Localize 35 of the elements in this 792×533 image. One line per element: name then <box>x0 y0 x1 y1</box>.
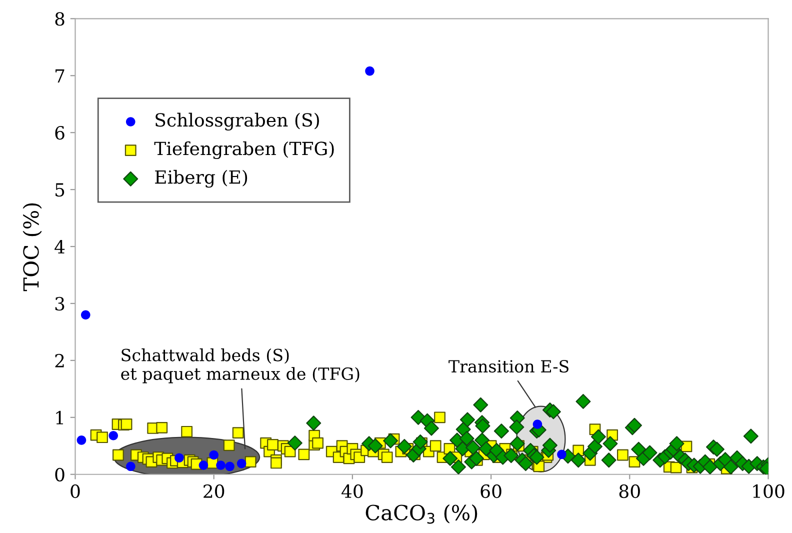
legend-label: Tiefengraben (TFG) <box>154 141 334 160</box>
annotation: Transition E-S <box>448 360 568 373</box>
point <box>236 458 246 468</box>
y-tick-label: 5 <box>56 183 64 197</box>
point <box>209 450 218 460</box>
point <box>174 453 184 463</box>
x-axis-title: CaCO$_{3}$ (%) <box>366 504 478 524</box>
x-tick-label: 60 <box>480 484 502 498</box>
point <box>198 460 208 470</box>
point <box>76 436 86 445</box>
y-tick-label: 8 <box>55 12 64 26</box>
y-tick-label: 7 <box>56 69 64 82</box>
y-tick-label: 6 <box>55 126 64 140</box>
x-tick-label: 40 <box>342 484 363 498</box>
legend-label: Eiberg (E) <box>155 170 248 188</box>
point <box>80 310 90 320</box>
point <box>557 450 566 460</box>
annotation: Schattwald beds (S) et paquet marneux de (TFG) <box>121 348 360 384</box>
point <box>365 66 374 76</box>
y-tick-label: 2 <box>55 354 64 368</box>
point <box>216 460 226 470</box>
legend-label: Schlossgraben (S) <box>156 112 319 130</box>
y-tick-label: 0 <box>55 468 64 482</box>
x-tick-label: 20 <box>204 484 224 498</box>
y-tick-label: 3 <box>55 296 64 311</box>
x-tick-label: 80 <box>619 484 640 498</box>
point <box>225 462 234 472</box>
x-tick-label: 0 <box>70 484 80 498</box>
y-tick-label: 4 <box>54 240 65 254</box>
point <box>108 430 118 440</box>
y-tick-label: 1 <box>56 410 63 424</box>
y-axis-title: TOC (%) <box>22 203 42 292</box>
x-tick-label: 100 <box>753 484 784 498</box>
point <box>126 462 136 472</box>
point <box>532 420 542 429</box>
